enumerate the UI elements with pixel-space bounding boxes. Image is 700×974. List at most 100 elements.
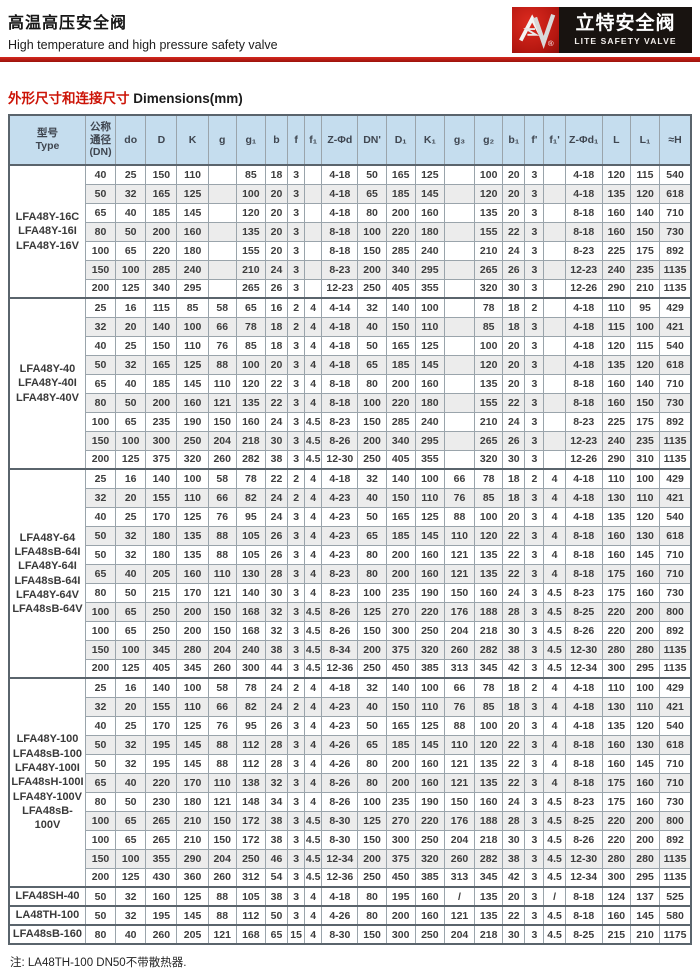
cell: 160	[629, 582, 661, 603]
column-header: f₁	[304, 114, 323, 166]
cell: 65	[84, 563, 117, 584]
cell: 100	[84, 620, 117, 641]
cell: 12-23	[564, 430, 603, 451]
cell: 32	[357, 468, 387, 489]
cell: 18	[502, 468, 526, 489]
cell: 140	[629, 202, 661, 223]
cell: 200	[176, 601, 209, 622]
cell: 50	[115, 392, 147, 413]
cell: 4-23	[321, 487, 359, 508]
cell: 250	[145, 601, 178, 622]
cell: 4.5	[543, 582, 566, 603]
table-row: 200 125 430 360 260 312 54 3 4.5 12-36 250 450 385 31…	[9, 867, 692, 888]
cell: 265	[474, 259, 504, 280]
cell: 4	[304, 582, 323, 603]
cell: 40	[357, 487, 387, 508]
cell: 345	[474, 658, 504, 679]
cell: 32	[115, 905, 147, 926]
cell: 4	[304, 487, 323, 508]
cell: 160	[414, 753, 445, 774]
cell: 4.5	[543, 658, 566, 679]
cell: 204	[207, 430, 237, 451]
cell: 800	[659, 810, 692, 831]
cell: 125	[414, 335, 445, 356]
cell: 8-18	[564, 753, 603, 774]
cell: 65	[264, 924, 289, 945]
cell: 290	[601, 278, 631, 299]
cell: 110	[601, 677, 631, 698]
cell: 4-23	[321, 544, 359, 565]
cell: 125	[176, 715, 209, 736]
cell: 135	[235, 221, 266, 242]
brand-logo-red-tile: ®	[512, 7, 559, 53]
cell: 50	[357, 506, 387, 527]
cell: 3	[287, 373, 306, 394]
cell: 100	[357, 221, 387, 242]
cell	[443, 164, 476, 185]
cell: 421	[659, 696, 692, 717]
cell: 100	[84, 829, 117, 850]
cell: 618	[659, 354, 692, 375]
cell	[443, 430, 476, 451]
cell: 355	[414, 449, 445, 470]
cell: 4-26	[321, 905, 359, 926]
cell: 270	[385, 601, 416, 622]
cell: 200	[84, 449, 117, 470]
cell: 100	[414, 468, 445, 489]
cell: 300	[385, 924, 416, 945]
section-title-en: Dimensions(mm)	[129, 91, 243, 106]
cell: 135	[474, 373, 504, 394]
column-header: D	[145, 114, 178, 166]
cell: 3	[287, 221, 306, 242]
cell: 130	[601, 487, 631, 508]
type-label: LFA48Y-100	[16, 733, 79, 746]
cell: 66	[207, 696, 237, 717]
cell: 4	[543, 715, 566, 736]
cell: 22	[502, 734, 526, 755]
cell: 218	[474, 924, 504, 945]
table-row: 200 125 375 320 260 282 38 3 4.5 12-30 250 405 355 32…	[9, 449, 692, 470]
type-label: LFA48Y-40V	[15, 391, 79, 404]
cell: 250	[357, 278, 387, 299]
table-row: 100 65 265 210 150 172 38 3 4.5 8-30 125 270 220 176 1…	[9, 810, 692, 831]
cell: 165	[385, 335, 416, 356]
cell: 4	[304, 373, 323, 394]
page-title-en: High temperature and high pressure safet…	[8, 38, 278, 52]
cell: 3	[287, 544, 306, 565]
cell: 100	[474, 506, 504, 527]
column-header: g₁	[235, 114, 266, 166]
cell: 200	[629, 829, 661, 850]
cell: 3	[287, 335, 306, 356]
cell: 3	[287, 240, 306, 261]
cell: 300	[601, 867, 631, 888]
cell: 100	[176, 316, 209, 337]
cell: 3	[524, 411, 545, 432]
cell: 135	[474, 544, 504, 565]
cell: 135	[176, 544, 209, 565]
cell: 40	[115, 924, 147, 945]
cell: 4-18	[321, 354, 359, 375]
cell: 110	[207, 373, 237, 394]
cell: 78	[235, 316, 266, 337]
cell: 8-18	[564, 544, 603, 565]
cell: 8-34	[321, 639, 359, 660]
cell: 170	[176, 772, 209, 793]
cell: 730	[659, 392, 692, 413]
cell: 4	[543, 525, 566, 546]
cell: 3	[524, 259, 545, 280]
table-row: LFA48SH-40 50 32 160 125 88 105 38 3 4 4-18 80 195 16…	[8, 886, 692, 907]
cell: 66	[443, 677, 476, 698]
cell: 225	[601, 240, 631, 261]
cell: 135	[474, 753, 504, 774]
cell: 3	[287, 392, 306, 413]
cell: 65	[115, 411, 147, 432]
cell: 4	[543, 487, 566, 508]
table-row: LFA48Y-40 LFA48Y-40I LFA48Y-40V 25 16 115 85 58…	[8, 297, 692, 470]
cell: 80	[84, 791, 117, 812]
cell: 4.5	[304, 449, 323, 470]
cell: 25	[84, 677, 117, 698]
cell: 220	[414, 810, 445, 831]
cell: 100	[84, 810, 117, 831]
cell: 3	[524, 506, 545, 527]
cell: 18	[264, 335, 289, 356]
